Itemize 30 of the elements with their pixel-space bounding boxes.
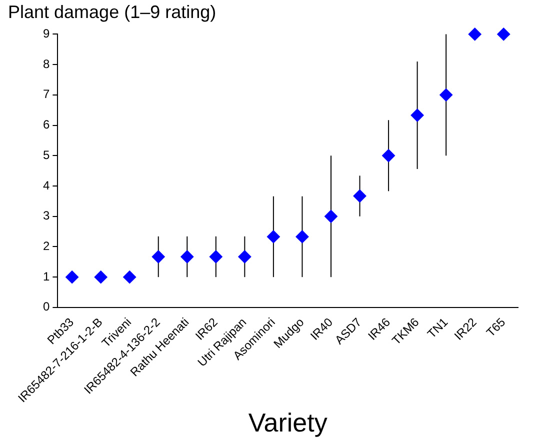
point <box>94 270 108 284</box>
y-tick-label: 4 <box>42 178 50 192</box>
point <box>66 270 79 284</box>
y-tick-label: 3 <box>42 208 50 223</box>
point <box>410 108 424 122</box>
point <box>238 250 252 264</box>
point <box>123 270 136 284</box>
y-axis-title: Plant damage (1–9 rating) <box>7 1 218 24</box>
y-tick-label: 7 <box>42 87 50 102</box>
x-tick-label: T65 <box>484 314 508 340</box>
point <box>266 230 280 244</box>
x-tick-label: TN1 <box>424 314 451 342</box>
y-tick-label: 2 <box>42 239 50 254</box>
point <box>180 250 194 264</box>
y-tick-label: 0 <box>42 300 50 314</box>
point <box>209 250 222 264</box>
point <box>497 28 510 41</box>
point <box>353 190 366 203</box>
point <box>152 250 165 264</box>
x-axis-title: Variety <box>248 408 328 438</box>
point <box>296 230 309 244</box>
y-tick-label: 8 <box>42 56 50 71</box>
point <box>382 149 396 162</box>
y-tick-label: 6 <box>42 118 50 132</box>
point <box>440 88 453 102</box>
point <box>468 28 482 41</box>
y-tick-label: 5 <box>42 148 50 162</box>
y-tick-label: 9 <box>42 26 50 41</box>
point <box>324 210 338 223</box>
y-tick-label: 1 <box>42 269 50 284</box>
